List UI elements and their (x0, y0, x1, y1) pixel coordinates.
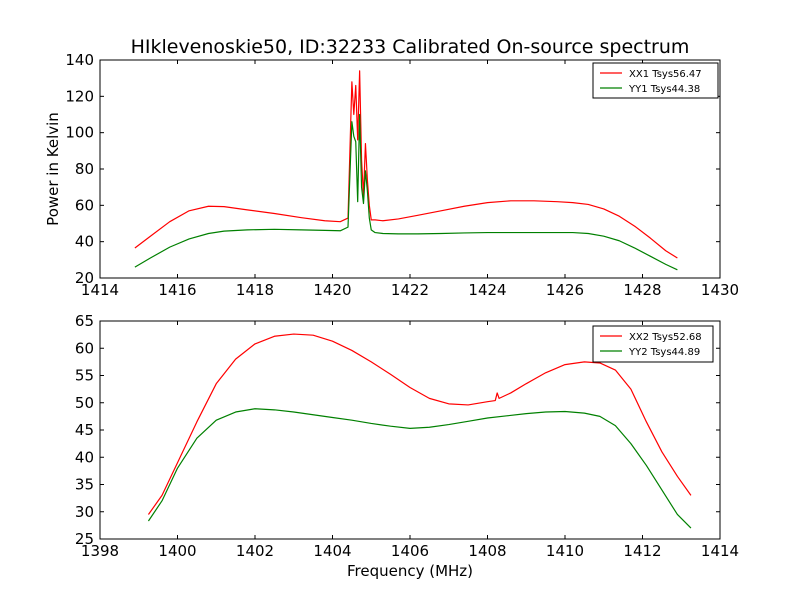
legend-entry: YY2 Tsys44.89 (628, 347, 700, 358)
x-tick-label: 1400 (158, 542, 196, 560)
x-tick-label: 1422 (391, 281, 429, 299)
x-tick-label: 1428 (623, 281, 661, 299)
x-tick-label: 1414 (701, 542, 739, 560)
y-tick-label: 100 (65, 124, 94, 142)
x-tick-label: 1426 (546, 281, 584, 299)
y-tick-label: 80 (75, 160, 94, 178)
y-tick-label: 30 (75, 503, 94, 521)
legend-entry: YY1 Tsys44.38 (628, 84, 700, 95)
legend-entry: XX1 Tsys56.47 (629, 69, 702, 80)
legend-entry: XX2 Tsys52.68 (629, 332, 702, 343)
y-tick-label: 140 (65, 51, 94, 69)
x-tick-label: 1404 (313, 542, 351, 560)
y-tick-label: 40 (75, 448, 94, 466)
x-tick-label: 1418 (236, 281, 274, 299)
y-tick-label: 60 (75, 339, 94, 357)
x-tick-label: 1398 (81, 542, 119, 560)
series-line-2-2 (147, 408, 692, 529)
y-tick-label: 50 (75, 394, 94, 412)
y-tick-label: 40 (75, 233, 94, 251)
y-tick-label: 65 (75, 312, 94, 330)
y-tick-label: 55 (75, 367, 94, 385)
x-tick-label: 1424 (468, 281, 506, 299)
chart-title: HIklevenoskie50, ID:32233 Calibrated On-… (131, 36, 690, 58)
y-tick-label: 45 (75, 421, 94, 439)
x-tick-label: 1412 (623, 542, 661, 560)
x-tick-label: 1416 (158, 281, 196, 299)
y-tick-label: 25 (75, 530, 94, 548)
legend-box (592, 325, 714, 363)
x-tick-label: 1414 (81, 281, 119, 299)
legend-2: XX2 Tsys52.68 YY2 Tsys44.89 (592, 325, 714, 363)
subplot-1: 1414 1416 1418 1420 1422 1424 1426 1428 1430 20 40… (65, 51, 739, 299)
plot-area: 1414 1416 1418 1420 1422 1424 1426 1428 1430 20 40… (65, 51, 739, 560)
x-tick-label: 1420 (313, 281, 351, 299)
x-tick-label: 1430 (701, 281, 739, 299)
y-tick-label: 120 (65, 87, 94, 105)
y-tick-label: 20 (75, 269, 94, 287)
subplot-2: 1398 1400 1402 1404 1406 1408 1410 1412 1414 25 30… (75, 312, 739, 560)
series-line-2-1 (147, 333, 692, 515)
x-tick-label: 1410 (546, 542, 584, 560)
x-tick-label: 1406 (391, 542, 429, 560)
y-axis-label: Power in Kelvin (44, 112, 62, 226)
y-tick-label: 35 (75, 476, 94, 494)
series-line-1-2 (134, 113, 678, 271)
y-tick-label: 60 (75, 196, 94, 214)
series-line-1-1 (134, 70, 678, 259)
x-tick-label: 1402 (236, 542, 274, 560)
x-tick-label: 1408 (468, 542, 506, 560)
x-axis-label: Frequency (MHz) (347, 562, 473, 580)
legend-box (592, 62, 719, 99)
legend-1: XX1 Tsys56.47 YY1 Tsys44.38 (592, 62, 719, 99)
